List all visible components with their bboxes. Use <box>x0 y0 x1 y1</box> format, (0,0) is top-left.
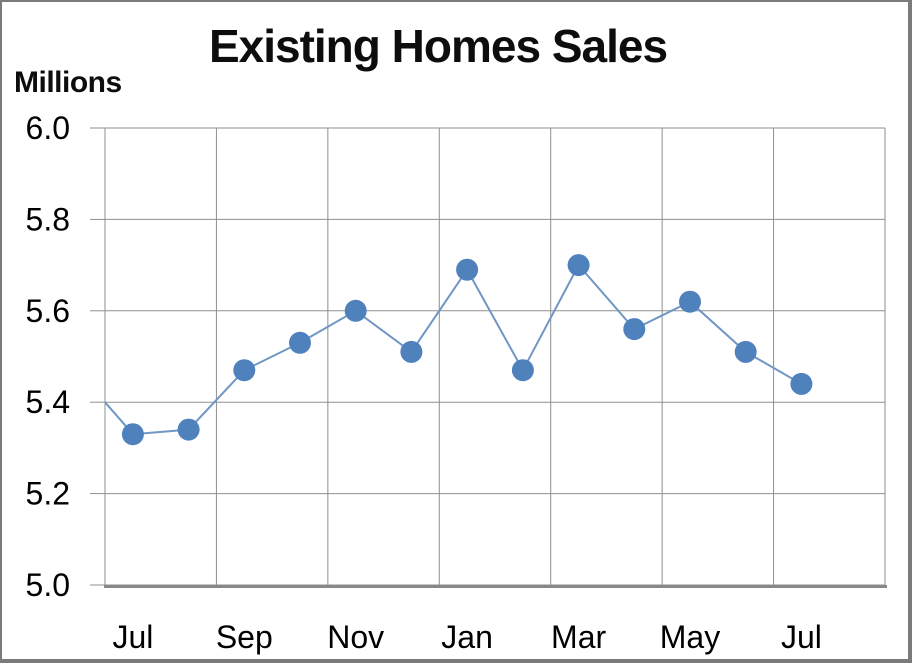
x-axis-tick-label: Nov <box>327 619 384 655</box>
y-axis-tick-label: 5.6 <box>26 293 70 329</box>
data-point-marker <box>289 331 311 354</box>
x-axis-tick-label: May <box>660 619 720 655</box>
x-axis-tick-label: Jul <box>112 619 153 655</box>
data-point-marker <box>679 290 701 313</box>
data-point-marker <box>734 340 757 363</box>
chart-title: Existing Homes Sales <box>208 20 668 72</box>
data-point-marker <box>121 423 144 446</box>
data-point-marker <box>456 258 479 281</box>
data-point-marker <box>344 299 367 322</box>
data-point-marker <box>233 359 256 382</box>
data-point-marker <box>177 418 200 441</box>
x-axis-tick-label: Jul <box>781 619 822 655</box>
y-axis-tick-label: 5.8 <box>26 201 70 237</box>
y-axis-unit-label: Millions <box>14 66 122 99</box>
data-point-marker <box>567 254 590 277</box>
y-axis-tick-label: 6.0 <box>26 110 70 146</box>
x-axis-tick-label: Sep <box>216 619 273 655</box>
data-point-marker <box>400 340 423 363</box>
x-axis-tick-label: Mar <box>551 619 606 655</box>
y-axis-tick-label: 5.4 <box>26 384 70 420</box>
series-line <box>104 263 802 436</box>
y-axis-tick-label: 5.0 <box>26 567 70 603</box>
y-axis-tick-label: 5.2 <box>26 476 70 512</box>
data-point-marker <box>790 372 813 395</box>
data-point-marker <box>511 359 534 382</box>
data-point-marker <box>623 318 646 341</box>
x-axis-tick-label: Jan <box>441 619 493 655</box>
